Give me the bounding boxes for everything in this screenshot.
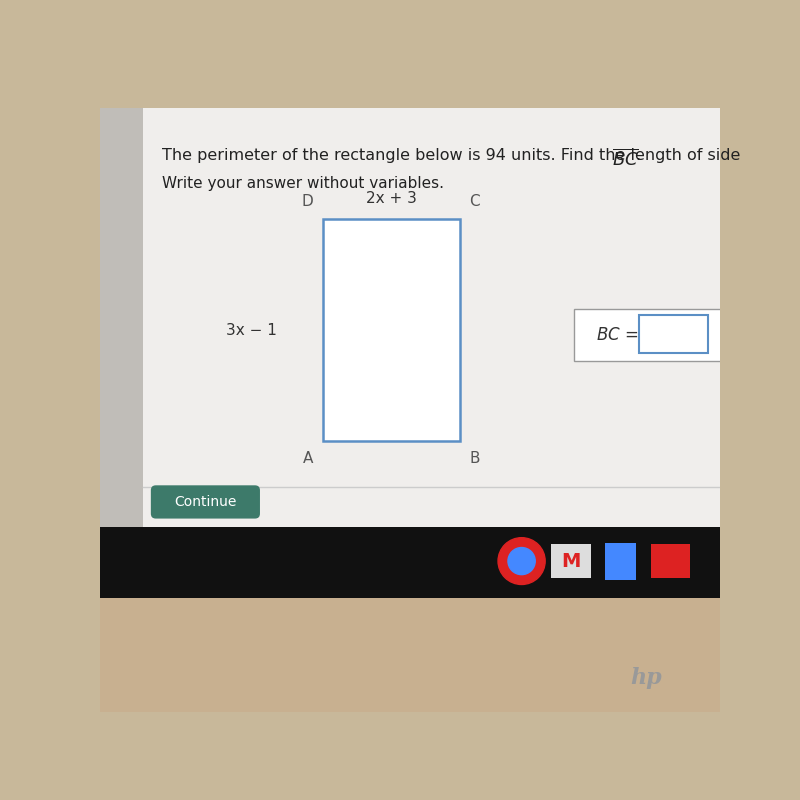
Bar [100, 577, 720, 712]
FancyBboxPatch shape [551, 544, 591, 578]
Text: M: M [562, 551, 581, 570]
Text: $\mathit{\overline{BC}}$: $\mathit{\overline{BC}}$ [612, 148, 639, 169]
FancyBboxPatch shape [574, 309, 733, 361]
Bar [143, 108, 720, 527]
Text: The perimeter of the rectangle below is 94 units. Find the length of side: The perimeter of the rectangle below is … [162, 148, 746, 163]
Bar [100, 108, 143, 527]
Text: .: . [636, 148, 641, 163]
Text: C: C [470, 194, 480, 210]
Bar [100, 487, 720, 524]
Circle shape [498, 538, 545, 585]
Bar [639, 315, 707, 354]
Text: D: D [302, 194, 314, 210]
FancyBboxPatch shape [151, 486, 260, 518]
Text: 3x − 1: 3x − 1 [226, 322, 277, 338]
Circle shape [508, 547, 535, 574]
Text: Write your answer without variables.: Write your answer without variables. [162, 176, 444, 191]
Text: hp: hp [630, 667, 662, 689]
Text: Continue: Continue [174, 495, 237, 509]
FancyBboxPatch shape [606, 542, 636, 579]
Text: 2x + 3: 2x + 3 [366, 190, 417, 206]
Text: $\mathit{BC}$ =: $\mathit{BC}$ = [596, 326, 638, 344]
Bar [100, 524, 720, 598]
Bar [323, 219, 459, 441]
Text: A: A [303, 451, 314, 466]
Text: B: B [470, 451, 480, 466]
FancyBboxPatch shape [650, 544, 690, 578]
